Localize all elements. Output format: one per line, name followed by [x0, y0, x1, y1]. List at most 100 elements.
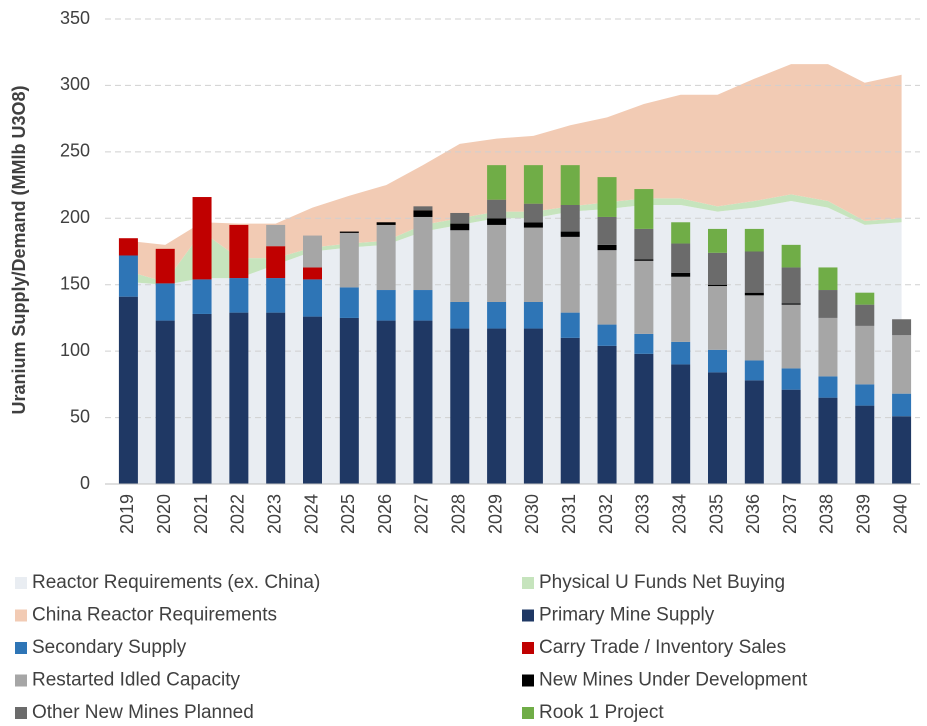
- bar-segment: [487, 301, 507, 329]
- x-tick-label: 2037: [780, 494, 800, 534]
- bar-segment: [339, 232, 359, 288]
- bar-segment: [560, 165, 580, 205]
- bar-segment: [708, 372, 727, 484]
- legend-label: Physical U Funds Net Buying: [539, 572, 785, 593]
- bar-segment: [597, 324, 617, 346]
- bar-segment: [597, 244, 617, 251]
- bar-segment: [192, 279, 212, 314]
- bar-segment: [634, 353, 654, 484]
- x-tick-label: 2024: [301, 494, 321, 534]
- x-tick-label: 2028: [449, 494, 469, 534]
- bar-segment: [192, 197, 212, 280]
- bar-segment: [744, 380, 764, 484]
- legend-label: New Mines Under Development: [539, 670, 808, 691]
- y-axis-label: Uranium Supply/Demand (MMlb U3O8): [9, 85, 29, 414]
- bar-segment: [450, 212, 470, 224]
- x-tick-label: 2036: [743, 494, 763, 534]
- bar-segment: [339, 317, 359, 484]
- bar-segment: [671, 222, 691, 244]
- bar-segment: [708, 349, 727, 373]
- x-tick-label: 2025: [338, 494, 358, 534]
- bar-segment: [855, 384, 875, 406]
- bar-segment: [560, 231, 580, 237]
- legend-label: Other New Mines Planned: [32, 702, 254, 723]
- bar-segment: [303, 316, 322, 484]
- legend-swatch: [522, 609, 534, 622]
- bar-segment: [560, 205, 580, 232]
- legend-swatch: [15, 609, 27, 622]
- bar-segment: [708, 252, 727, 285]
- bar-segment: [671, 243, 691, 273]
- legend-swatch: [15, 674, 27, 687]
- x-tick-label: 2026: [375, 494, 395, 534]
- bar-segment: [523, 165, 543, 204]
- bar-segment: [376, 290, 396, 321]
- bar-segment: [155, 248, 175, 284]
- bar-segment: [266, 224, 286, 247]
- bar-segment: [192, 313, 212, 484]
- bar-segment: [781, 389, 801, 484]
- bar-segment: [560, 312, 580, 338]
- bar-segment: [708, 228, 727, 253]
- bar-segment: [303, 267, 322, 280]
- bar-segment: [855, 405, 875, 484]
- bar-segment: [634, 260, 654, 334]
- legend-label: Primary Mine Supply: [539, 605, 715, 626]
- y-tick-label: 300: [60, 74, 90, 94]
- bar-segment: [487, 218, 507, 225]
- legend-swatch: [522, 674, 534, 687]
- legend-swatch: [15, 577, 27, 589]
- bar-segment: [523, 203, 543, 223]
- bar-segment: [303, 279, 322, 317]
- bar-segment: [892, 319, 912, 336]
- y-tick-label: 100: [60, 340, 90, 360]
- bar-segment: [634, 333, 654, 354]
- bar-segment: [597, 250, 617, 325]
- legend-swatch: [522, 577, 534, 589]
- bar-segment: [229, 312, 249, 484]
- bar-segment: [266, 278, 286, 313]
- bar-segment: [818, 317, 838, 377]
- bar-segment: [781, 303, 801, 305]
- bar-segment: [303, 235, 322, 268]
- bar-segment: [744, 292, 764, 296]
- bar-segment: [671, 276, 691, 342]
- bar-segment: [855, 292, 875, 305]
- bar-segment: [339, 231, 359, 233]
- x-tick-label: 2022: [228, 494, 248, 534]
- bar-segment: [892, 335, 912, 394]
- x-tick-label: 2038: [817, 494, 837, 534]
- bar-segment: [597, 177, 617, 217]
- x-tick-label: 2023: [264, 494, 284, 534]
- bar-segment: [523, 227, 543, 302]
- bar-segment: [118, 255, 138, 297]
- bar-segment: [229, 224, 249, 279]
- bar-segment: [671, 341, 691, 365]
- x-tick-label: 2027: [412, 494, 432, 534]
- bar-segment: [376, 222, 396, 225]
- bar-segment: [818, 397, 838, 484]
- bar-segment: [413, 320, 433, 484]
- bar-segment: [229, 278, 249, 313]
- legend-label: Rook 1 Project: [539, 702, 664, 723]
- bar-segment: [781, 304, 801, 369]
- bar-segment: [744, 251, 764, 293]
- legend-swatch: [522, 642, 534, 654]
- bar-segment: [634, 228, 654, 260]
- y-tick-label: 350: [60, 8, 90, 28]
- bar-segment: [892, 393, 912, 417]
- y-tick-label: 0: [80, 473, 90, 493]
- bar-segment: [118, 296, 138, 484]
- bar-segment: [450, 230, 470, 302]
- legend-label: Restarted Idled Capacity: [32, 670, 241, 691]
- x-tick-label: 2019: [117, 494, 137, 534]
- y-tick-label: 150: [60, 273, 90, 293]
- bar-segment: [450, 223, 470, 231]
- bar-segment: [413, 210, 433, 217]
- x-tick-label: 2029: [485, 494, 505, 534]
- bar-segment: [450, 301, 470, 329]
- bar-segment: [487, 328, 507, 484]
- bar-segment: [413, 206, 433, 211]
- bar-segment: [744, 295, 764, 361]
- y-tick-label: 50: [70, 406, 90, 426]
